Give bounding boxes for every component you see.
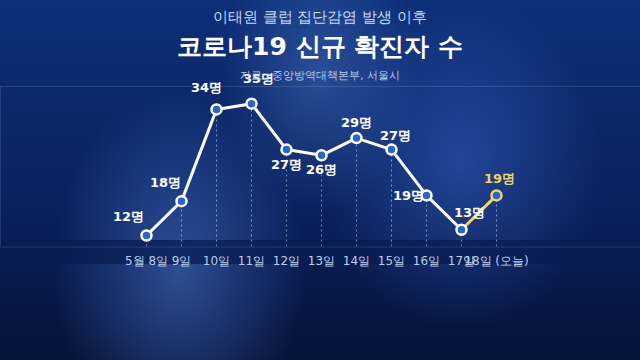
svg-text:26명: 26명 [306,162,337,177]
html-text:이태원 클럽 집단감염 발생 이후: 이태원 클럽 집단감염 발생 이후 [213,8,427,26]
svg-text:13명: 13명 [454,205,485,220]
svg-text:16일: 16일 [413,254,440,268]
svg-text:17일: 17일 [447,253,476,268]
svg-text:19명: 19명 [393,188,424,203]
svg-text:14일: 14일 [343,254,370,268]
svg-text:12명: 12명 [113,209,144,224]
svg-text:9일: 9일 [172,254,192,268]
svg-text:18명: 18명 [150,175,181,190]
svg-text:29명: 29명 [341,115,372,130]
svg-text:27명: 27명 [271,157,302,172]
svg-text:19명: 19명 [484,171,515,186]
svg-text:5월 8일: 5월 8일 [125,254,168,268]
html-text:코로나19 신규 확진자 수: 코로나19 신규 확진자 수 [177,32,463,61]
svg-text:15일: 15일 [378,254,405,268]
svg-text:10일: 10일 [203,254,230,268]
svg-text:13일: 13일 [308,254,335,268]
svg-text:27명: 27명 [380,128,411,143]
svg-text:34명: 34명 [191,80,222,95]
svg-text:18일 (오늘): 18일 (오늘) [464,254,528,268]
svg-text:11일: 11일 [238,254,265,268]
svg-text:12일: 12일 [273,254,300,268]
html-text:자료 : 중앙방역대책본부, 서울시: 자료 : 중앙방역대책본부, 서울시 [239,69,401,82]
